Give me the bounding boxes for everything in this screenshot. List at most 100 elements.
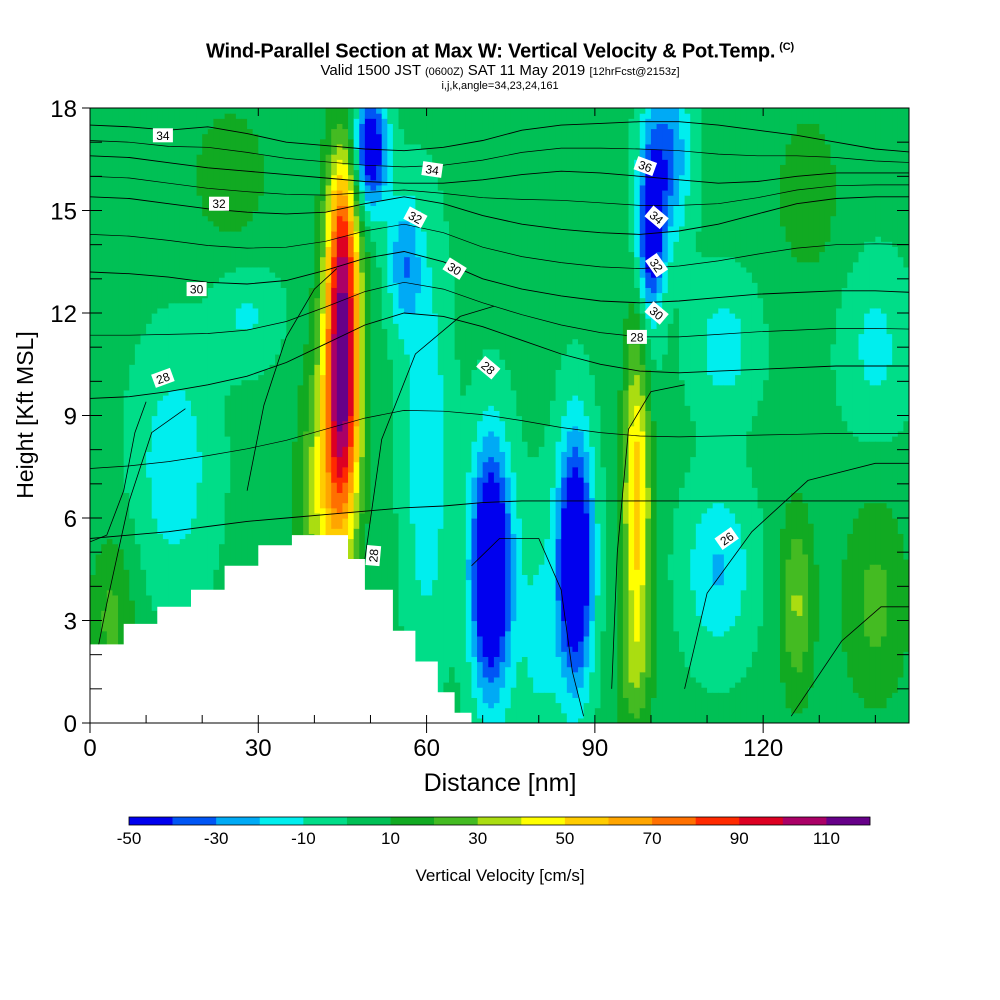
velocity-cell <box>359 179 366 191</box>
velocity-cell <box>892 108 899 247</box>
velocity-cell <box>791 108 798 135</box>
velocity-cell <box>331 420 338 458</box>
velocity-cell <box>572 466 579 652</box>
velocity-cell <box>869 441 876 504</box>
velocity-cell <box>247 266 254 304</box>
velocity-cell <box>622 697 630 723</box>
velocity-cell <box>415 108 422 145</box>
valid-time-utc: (0600Z) <box>425 65 464 78</box>
velocity-cell <box>202 297 209 601</box>
velocity-cell <box>258 154 265 196</box>
velocity-cell <box>521 574 529 657</box>
velocity-cell <box>342 420 349 447</box>
velocity-cell <box>751 651 759 723</box>
velocity-cell <box>465 579 473 663</box>
velocity-cell <box>880 502 888 570</box>
velocity-cell <box>763 379 770 723</box>
x-tick-label: 0 <box>83 735 96 762</box>
colorbar-tick-label: 10 <box>381 829 400 848</box>
contour-label-bg <box>186 282 207 297</box>
velocity-cell <box>331 231 338 258</box>
colorbar-tick-label: -10 <box>291 829 316 848</box>
velocity-cell <box>740 266 747 550</box>
velocity-cell <box>263 108 271 268</box>
velocity-cell <box>903 266 909 422</box>
velocity-cell <box>499 687 506 723</box>
velocity-cell <box>269 272 276 365</box>
velocity-cell <box>903 108 909 268</box>
velocity-cell <box>325 246 332 283</box>
velocity-cell <box>342 292 349 422</box>
velocity-cell <box>235 231 243 268</box>
velocity-cell <box>673 307 680 509</box>
velocity-cell <box>241 108 248 119</box>
velocity-cell <box>589 446 596 499</box>
velocity-cell <box>168 108 175 304</box>
velocity-cell <box>336 159 344 176</box>
velocity-cell <box>639 364 646 396</box>
velocity-cell <box>533 574 540 693</box>
velocity-cell <box>359 512 366 586</box>
velocity-cell <box>258 195 265 268</box>
contour-label-text: 28 <box>630 330 644 344</box>
velocity-cell <box>348 190 355 206</box>
velocity-cell <box>381 108 388 119</box>
velocity-cell <box>308 374 315 447</box>
velocity-cell <box>650 359 658 422</box>
velocity-cell <box>196 451 203 483</box>
velocity-cell <box>252 307 259 324</box>
velocity-cell <box>690 548 697 591</box>
velocity-cell <box>359 236 366 273</box>
velocity-cell <box>639 671 646 709</box>
velocity-cell <box>404 220 411 258</box>
velocity-cell <box>639 430 646 586</box>
velocity-cell <box>134 108 142 345</box>
title-mark: (C) <box>779 41 794 53</box>
velocity-cell <box>471 477 478 519</box>
velocity-cell <box>348 492 355 514</box>
velocity-cell <box>348 174 355 191</box>
velocity-cell <box>662 354 669 723</box>
velocity-cell <box>561 620 568 652</box>
velocity-cell <box>634 441 641 570</box>
contour-label: 28 <box>476 355 501 380</box>
velocity-cell <box>342 502 349 519</box>
velocity-cell <box>572 338 579 396</box>
velocity-cell <box>280 287 287 340</box>
velocity-cell <box>544 108 551 427</box>
valid-time-jst: Valid 1500 JST <box>320 61 421 79</box>
velocity-cell <box>303 108 310 345</box>
velocity-cell <box>409 313 416 524</box>
velocity-cell <box>791 666 798 714</box>
velocity-cell <box>645 487 652 519</box>
velocity-cell <box>779 528 787 683</box>
velocity-cell <box>477 717 484 723</box>
colorbar-tick-label: 110 <box>813 829 840 848</box>
velocity-cell <box>662 231 669 263</box>
velocity-cell <box>482 656 489 678</box>
contour-label-bg <box>476 355 501 380</box>
velocity-cell <box>796 123 804 263</box>
velocity-cell <box>415 579 422 723</box>
velocity-cell <box>779 108 787 165</box>
theta-contour-minor <box>90 223 909 269</box>
velocity-cell <box>617 389 624 723</box>
velocity-cell <box>348 205 355 222</box>
velocity-cell <box>314 195 321 299</box>
velocity-cell <box>634 717 641 723</box>
velocity-cell <box>735 615 742 683</box>
velocity-cell <box>280 338 287 723</box>
velocity-cell <box>796 712 804 723</box>
velocity-cell <box>628 425 635 591</box>
velocity-cell <box>219 118 226 232</box>
velocity-cell <box>561 712 568 723</box>
velocity-cell <box>819 133 826 253</box>
velocity-cell <box>348 164 355 176</box>
chart-title-block: Wind-Parallel Section at Max W: Vertical… <box>0 36 1000 92</box>
velocity-cell <box>336 512 344 529</box>
velocity-cell <box>219 231 226 278</box>
velocity-cell <box>235 108 243 119</box>
velocity-cell <box>477 687 484 719</box>
velocity-cell <box>359 108 366 124</box>
contour-label-bg <box>633 156 658 177</box>
